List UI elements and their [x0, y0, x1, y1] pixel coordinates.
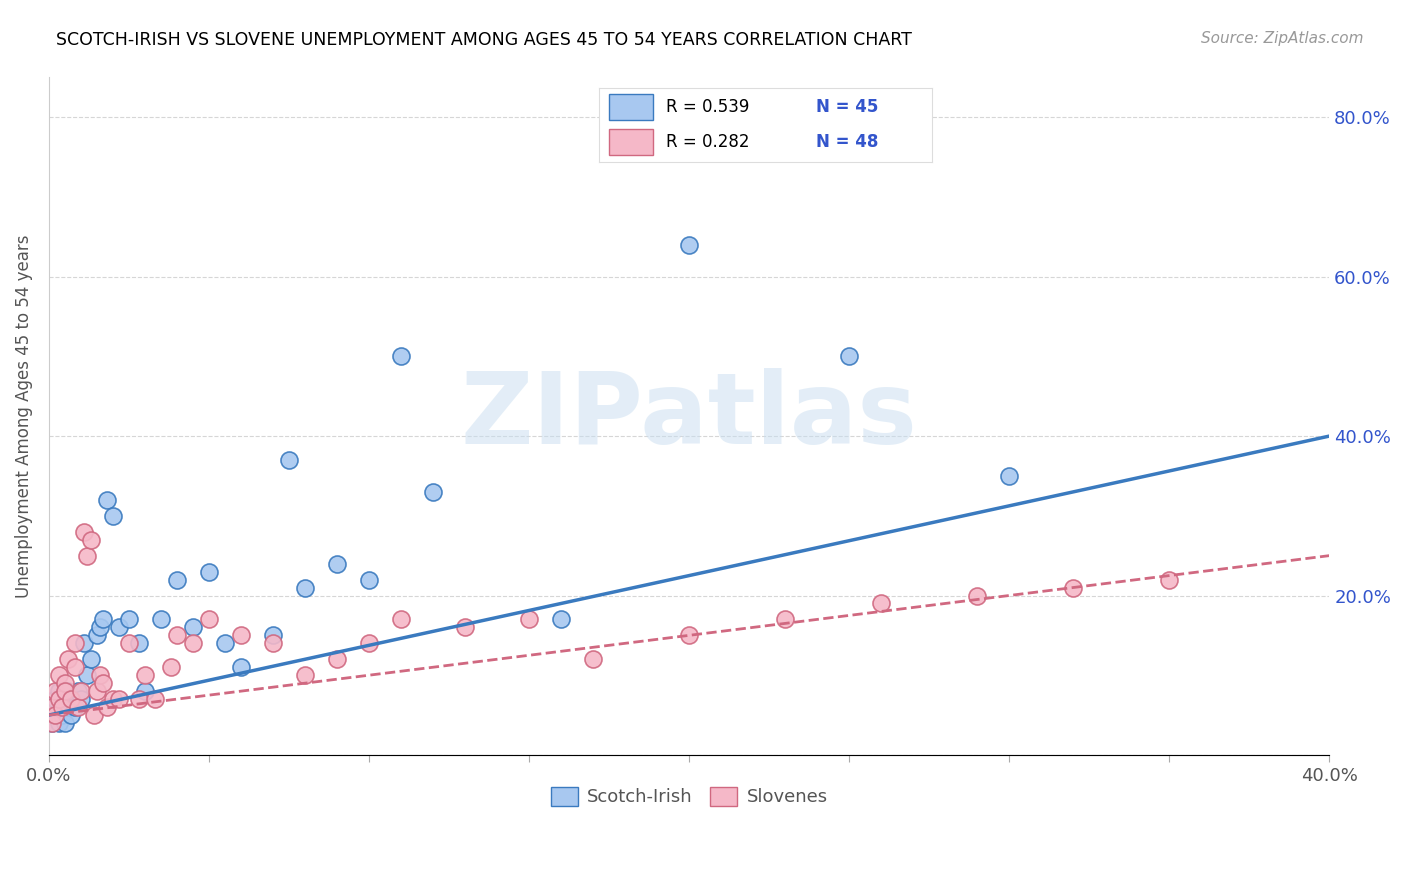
Point: [96, 700, 118, 714]
Point: [63, 636, 86, 650]
Point: [159, 660, 181, 674]
Point: [48, 692, 70, 706]
Point: [389, 612, 412, 626]
Point: [41, 716, 63, 731]
Y-axis label: Unemployment Among Ages 45 to 54 years: Unemployment Among Ages 45 to 54 years: [15, 235, 32, 598]
Point: [517, 612, 540, 626]
Point: [128, 636, 150, 650]
Point: [73, 524, 96, 539]
Point: [198, 612, 221, 626]
Point: [83, 708, 105, 723]
Point: [128, 692, 150, 706]
Point: [229, 660, 252, 674]
Point: [422, 484, 444, 499]
Text: SCOTCH-IRISH VS SLOVENE UNEMPLOYMENT AMONG AGES 45 TO 54 YEARS CORRELATION CHART: SCOTCH-IRISH VS SLOVENE UNEMPLOYMENT AMO…: [56, 31, 912, 49]
Point: [48, 684, 70, 698]
Point: [838, 350, 860, 364]
Point: [60, 708, 83, 723]
Point: [70, 684, 93, 698]
Point: [66, 684, 89, 698]
Point: [108, 620, 131, 634]
Point: [53, 692, 76, 706]
Point: [101, 508, 124, 523]
Point: [48, 716, 70, 731]
Point: [66, 700, 89, 714]
Point: [56, 652, 79, 666]
Point: [166, 573, 188, 587]
Point: [108, 692, 131, 706]
Point: [89, 668, 111, 682]
Point: [56, 700, 79, 714]
Point: [53, 684, 76, 698]
Point: [389, 350, 412, 364]
Point: [44, 692, 66, 706]
Point: [1159, 573, 1181, 587]
Point: [41, 700, 63, 714]
Point: [166, 628, 188, 642]
Point: [678, 237, 700, 252]
Point: [966, 589, 988, 603]
Point: [998, 469, 1021, 483]
Point: [70, 692, 93, 706]
Point: [44, 708, 66, 723]
Point: [134, 684, 156, 698]
Text: Source: ZipAtlas.com: Source: ZipAtlas.com: [1201, 31, 1364, 46]
Point: [41, 700, 63, 714]
Point: [118, 636, 141, 650]
Point: [326, 557, 349, 571]
Point: [870, 597, 893, 611]
Point: [773, 612, 796, 626]
Point: [294, 668, 316, 682]
Point: [56, 684, 79, 698]
Point: [53, 676, 76, 690]
Point: [63, 700, 86, 714]
Point: [118, 612, 141, 626]
Point: [86, 684, 108, 698]
Point: [326, 652, 349, 666]
Point: [278, 453, 301, 467]
Point: [550, 612, 572, 626]
Point: [143, 692, 166, 706]
Point: [73, 636, 96, 650]
Point: [44, 684, 66, 698]
Point: [96, 492, 118, 507]
Point: [357, 573, 380, 587]
Point: [150, 612, 173, 626]
Point: [214, 636, 236, 650]
Point: [44, 708, 66, 723]
Point: [60, 692, 83, 706]
Point: [262, 628, 284, 642]
Point: [93, 612, 115, 626]
Point: [51, 700, 73, 714]
Point: [198, 565, 221, 579]
Point: [229, 628, 252, 642]
Point: [48, 668, 70, 682]
Point: [63, 660, 86, 674]
Point: [101, 692, 124, 706]
Point: [1062, 581, 1084, 595]
Point: [53, 716, 76, 731]
Point: [454, 620, 477, 634]
Point: [89, 620, 111, 634]
Point: [86, 628, 108, 642]
Text: ZIPatlas: ZIPatlas: [461, 368, 918, 465]
Point: [79, 652, 101, 666]
Point: [51, 700, 73, 714]
Point: [582, 652, 605, 666]
Point: [181, 636, 204, 650]
Point: [41, 716, 63, 731]
Point: [93, 676, 115, 690]
Point: [76, 549, 98, 563]
Point: [79, 533, 101, 547]
Point: [357, 636, 380, 650]
Point: [678, 628, 700, 642]
Point: [134, 668, 156, 682]
Point: [262, 636, 284, 650]
Point: [51, 708, 73, 723]
Point: [181, 620, 204, 634]
Point: [294, 581, 316, 595]
Legend: Scotch-Irish, Slovenes: Scotch-Irish, Slovenes: [543, 780, 835, 814]
Point: [76, 668, 98, 682]
